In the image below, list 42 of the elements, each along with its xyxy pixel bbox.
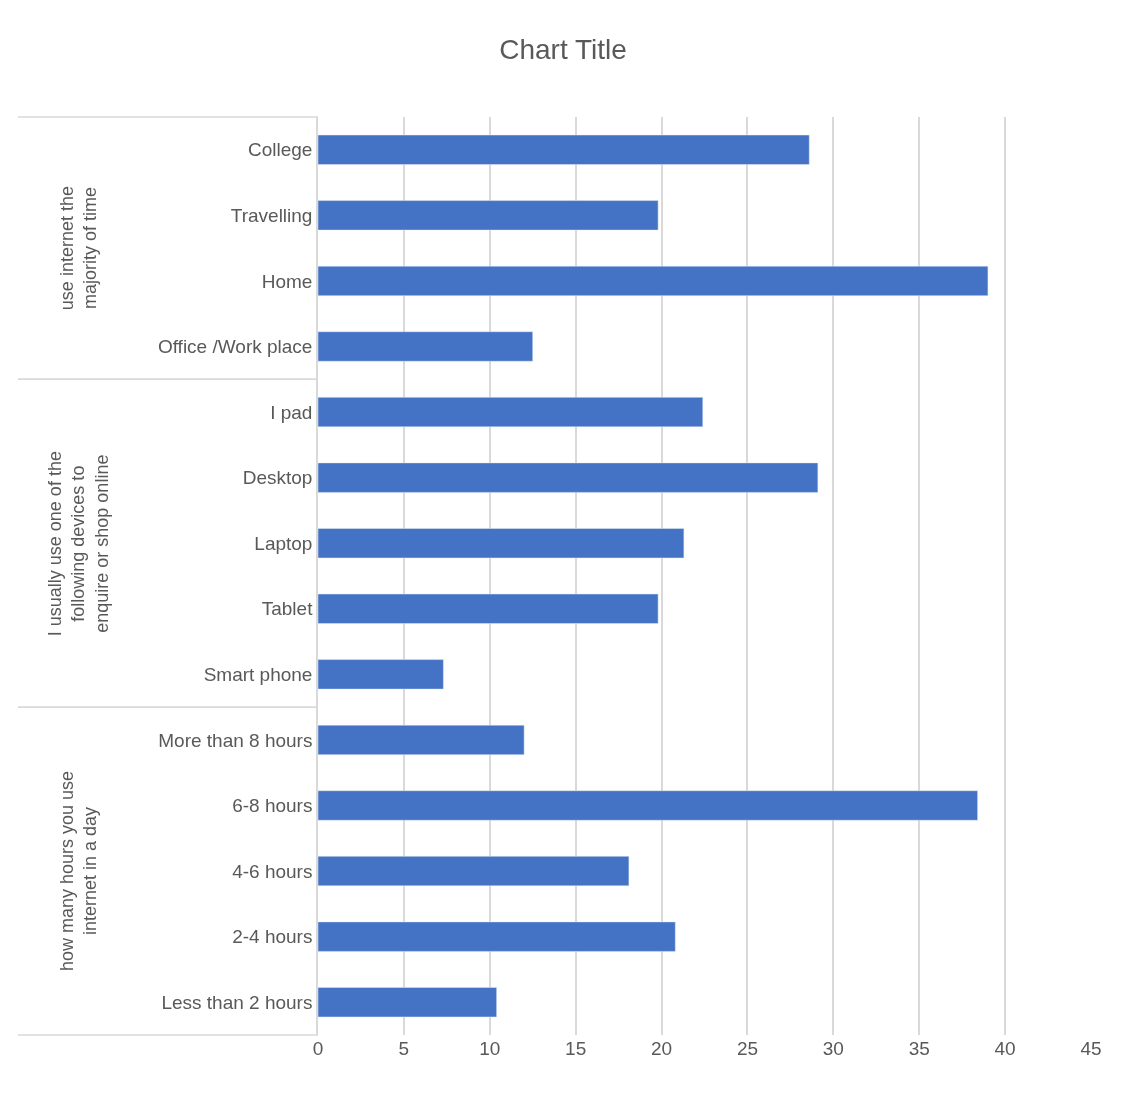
y-tick-label: College (248, 139, 313, 161)
x-tick-label: 20 (650, 1038, 673, 1059)
y-tick-label: Desktop (242, 467, 313, 489)
x-tick-label: 30 (822, 1038, 844, 1059)
y-tick-label: Home (261, 270, 313, 292)
bar (318, 659, 444, 690)
bar (318, 528, 685, 559)
y-tick-label: Laptop (254, 532, 313, 554)
bar (318, 856, 630, 887)
x-tick-label: 35 (908, 1038, 930, 1059)
bar (318, 724, 525, 755)
y-tick-label: More than 8 hours (158, 729, 313, 751)
y-tick-label: Smart phone (203, 664, 313, 686)
y-tick-label: Tablet (261, 598, 314, 620)
bar (318, 593, 659, 624)
bar (318, 921, 676, 952)
bar (318, 200, 659, 231)
bar (318, 987, 497, 1018)
text: use internet the majority of time (56, 186, 101, 311)
x-tick-label: 25 (736, 1038, 759, 1059)
text: I usually use one of the following devices to enquire or shop online (44, 451, 112, 637)
y-tick-label: Less than 2 hours (161, 991, 313, 1013)
chart-title: Chart Title (499, 34, 627, 66)
bar (318, 331, 533, 362)
bar (318, 397, 704, 428)
x-tick-label: 15 (565, 1038, 587, 1059)
bar (318, 134, 810, 165)
y-tick-label: 2-4 hours (232, 926, 313, 948)
y-tick-label: Travelling (230, 205, 313, 227)
bar (318, 462, 819, 493)
x-tick-label: 0 (312, 1038, 324, 1059)
x-tick-label: 10 (479, 1038, 501, 1059)
y-tick-label: 4-6 hours (232, 860, 313, 882)
y-tick-label: I pad (270, 401, 313, 423)
text: how many hours you use internet in a day (56, 770, 101, 972)
bar (318, 265, 989, 296)
x-tick-label: 40 (994, 1038, 1016, 1059)
y-tick-label: 6-8 hours (232, 795, 313, 817)
y-tick-label: Office /Work place (157, 336, 313, 358)
x-tick-label: 5 (398, 1038, 410, 1059)
bar (318, 790, 978, 821)
x-tick-label: 45 (1080, 1038, 1102, 1059)
